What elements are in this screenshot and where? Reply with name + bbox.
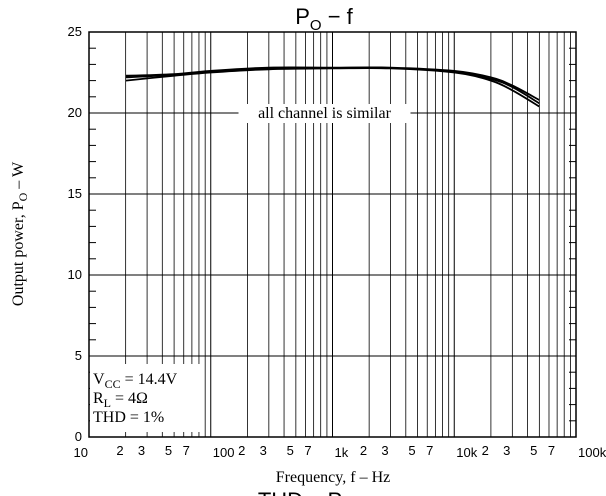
y-axis-label: Output power, PO – W xyxy=(10,161,30,306)
condition-value: = 14.4V xyxy=(121,371,178,388)
x-minor-tick-label: 3 xyxy=(138,443,145,458)
curve-note-background xyxy=(238,104,411,123)
plot-frame xyxy=(88,31,577,438)
x-minor-tick-label: 3 xyxy=(503,443,510,458)
x-minor-tick-label: 2 xyxy=(238,443,245,458)
y-axis-label-sub: O xyxy=(16,192,30,201)
y-tick-label: 0 xyxy=(75,429,82,444)
x-minor-tick-label: 5 xyxy=(408,443,415,458)
y-tick-label: 10 xyxy=(68,267,82,282)
x-minor-tick-label: 5 xyxy=(287,443,294,458)
x-minor-tick-label: 7 xyxy=(426,443,433,458)
condition-symbol: THD = 1% xyxy=(93,409,164,426)
chart-title-main: P xyxy=(295,4,310,29)
footer-title-main: THD xyxy=(258,488,303,496)
footer-title: THD – P xyxy=(258,488,342,496)
y-tick-label: 15 xyxy=(68,186,82,201)
y-tick-label: 5 xyxy=(75,348,82,363)
x-major-tick-label: 100k xyxy=(578,445,606,460)
condition-symbol: R xyxy=(93,390,104,407)
x-minor-tick-label: 7 xyxy=(183,443,190,458)
y-tick-label: 25 xyxy=(68,24,82,39)
x-minor-tick-label: 2 xyxy=(116,443,123,458)
condition-value: = 4Ω xyxy=(111,390,148,407)
chart-title-sub: O xyxy=(310,17,322,34)
condition-line: RL = 4Ω xyxy=(93,390,148,410)
x-axis-label: Frequency, f – Hz xyxy=(276,469,390,486)
x-major-tick-label: 1k xyxy=(335,445,349,460)
y-tick-label: 20 xyxy=(68,105,82,120)
y-axis-label-pre: Output power, P xyxy=(10,201,27,306)
chart-title-rest: − f xyxy=(322,4,354,29)
x-minor-tick-label: 3 xyxy=(260,443,267,458)
condition-line: VCC = 14.4V xyxy=(93,371,178,391)
x-minor-tick-label: 2 xyxy=(360,443,367,458)
chart-series-group xyxy=(125,66,540,108)
x-minor-tick-label: 3 xyxy=(381,443,388,458)
x-minor-tick-label: 2 xyxy=(482,443,489,458)
x-minor-tick-label: 5 xyxy=(165,443,172,458)
x-minor-tick-label: 7 xyxy=(304,443,311,458)
chart-title: PO − f xyxy=(295,4,353,34)
curve-note: all channel is similar xyxy=(258,105,392,122)
x-major-tick-label: 10 xyxy=(74,445,88,460)
x-major-tick-label: 10k xyxy=(456,445,477,460)
x-minor-tick-label: 7 xyxy=(548,443,555,458)
series-line xyxy=(125,67,540,108)
conditions-background xyxy=(90,364,202,432)
condition-subscript: CC xyxy=(105,377,121,391)
condition-line: THD = 1% xyxy=(93,409,164,426)
x-major-tick-label: 100 xyxy=(213,445,235,460)
condition-subscript: L xyxy=(104,396,111,410)
x-minor-tick-label: 5 xyxy=(530,443,537,458)
condition-symbol: V xyxy=(93,371,105,388)
y-axis-label-post: – W xyxy=(10,161,27,193)
footer-title-rest: – P xyxy=(303,488,342,496)
